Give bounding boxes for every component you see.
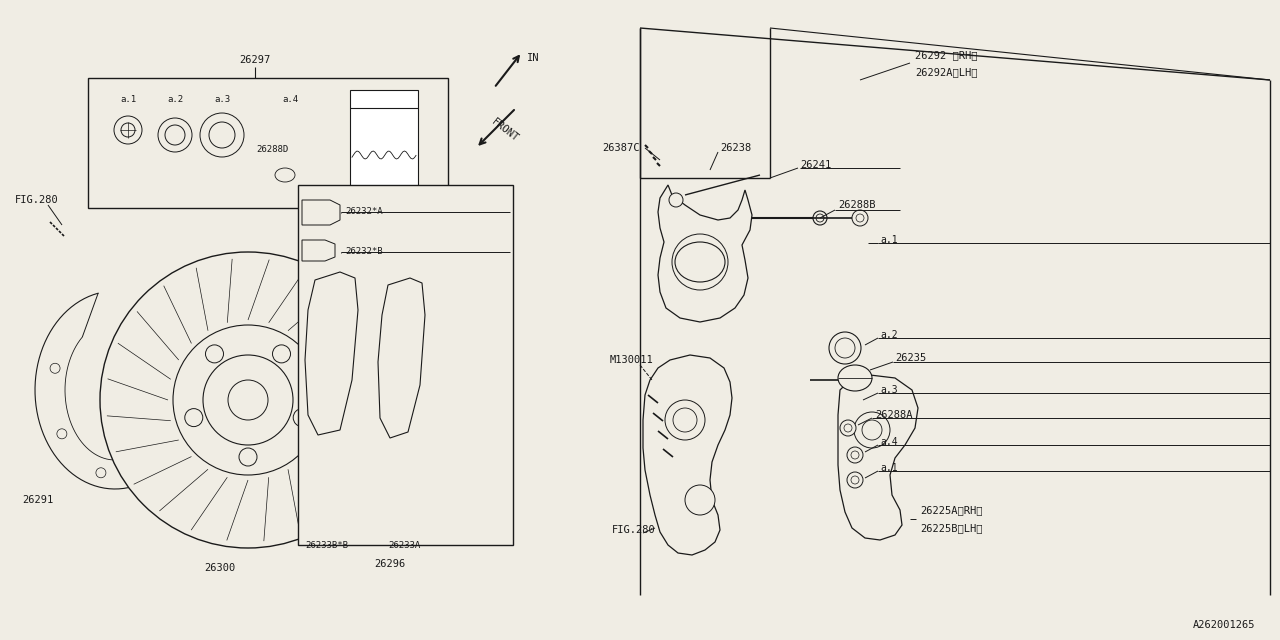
Polygon shape — [305, 272, 358, 435]
Circle shape — [100, 252, 396, 548]
Polygon shape — [302, 200, 340, 225]
Text: 26297: 26297 — [239, 55, 270, 65]
Ellipse shape — [838, 365, 872, 391]
Circle shape — [844, 424, 852, 432]
Text: 26238: 26238 — [719, 143, 751, 153]
Circle shape — [143, 456, 154, 467]
Text: 26233B*B: 26233B*B — [305, 541, 348, 550]
Circle shape — [817, 214, 824, 222]
Text: 26288A: 26288A — [876, 410, 913, 420]
Text: IN: IN — [527, 53, 539, 63]
Circle shape — [854, 412, 890, 448]
Text: 26291: 26291 — [22, 495, 54, 505]
Text: M130011: M130011 — [611, 355, 654, 365]
Circle shape — [851, 476, 859, 484]
Ellipse shape — [675, 242, 724, 282]
Circle shape — [829, 332, 861, 364]
Circle shape — [157, 118, 192, 152]
Text: 26292A〈LH〉: 26292A〈LH〉 — [915, 67, 978, 77]
Text: a.1: a.1 — [881, 463, 897, 473]
Bar — [349, 90, 419, 195]
Circle shape — [165, 125, 186, 145]
Circle shape — [840, 420, 856, 436]
Circle shape — [856, 376, 864, 384]
Circle shape — [666, 400, 705, 440]
Circle shape — [851, 451, 859, 459]
Text: a.4: a.4 — [282, 95, 298, 104]
Circle shape — [852, 210, 868, 226]
Circle shape — [239, 448, 257, 466]
Polygon shape — [302, 240, 335, 261]
Text: a.3: a.3 — [214, 95, 230, 104]
Circle shape — [293, 408, 311, 427]
Text: a.1: a.1 — [881, 235, 897, 245]
Text: 26300: 26300 — [205, 563, 236, 573]
Text: A262001265: A262001265 — [1193, 620, 1254, 630]
Circle shape — [56, 429, 67, 439]
Circle shape — [835, 338, 855, 358]
Circle shape — [228, 380, 268, 420]
Circle shape — [852, 372, 868, 388]
Text: FIG.280: FIG.280 — [612, 525, 655, 535]
Circle shape — [200, 113, 244, 157]
Circle shape — [173, 325, 323, 475]
Text: 26292 〈RH〉: 26292 〈RH〉 — [915, 50, 978, 60]
Circle shape — [50, 364, 60, 373]
Bar — [298, 185, 513, 545]
Text: 26233A: 26233A — [388, 541, 420, 550]
Text: 26296: 26296 — [374, 559, 406, 569]
Polygon shape — [643, 355, 732, 555]
Text: a.4: a.4 — [881, 437, 897, 447]
Circle shape — [861, 420, 882, 440]
Text: 26235: 26235 — [895, 353, 927, 363]
Circle shape — [673, 408, 698, 432]
Text: 26225B〈LH〉: 26225B〈LH〉 — [920, 523, 983, 533]
Circle shape — [847, 447, 863, 463]
Text: FRONT: FRONT — [490, 116, 521, 143]
Circle shape — [682, 244, 718, 280]
Text: 26288D: 26288D — [256, 145, 288, 154]
Circle shape — [685, 485, 716, 515]
Polygon shape — [838, 375, 918, 540]
Ellipse shape — [275, 168, 294, 182]
Bar — [88, 78, 448, 208]
Circle shape — [847, 472, 863, 488]
Circle shape — [96, 468, 106, 478]
Polygon shape — [378, 278, 425, 438]
Text: 26232*A: 26232*A — [346, 207, 383, 216]
Circle shape — [813, 211, 827, 225]
Circle shape — [669, 193, 684, 207]
Circle shape — [672, 234, 728, 290]
Polygon shape — [658, 185, 753, 322]
Text: 26241: 26241 — [800, 160, 831, 170]
Text: a.2: a.2 — [881, 330, 897, 340]
Text: a.2: a.2 — [166, 95, 183, 104]
Circle shape — [122, 123, 134, 137]
Circle shape — [273, 345, 291, 363]
Circle shape — [204, 355, 293, 445]
Text: 26387C: 26387C — [603, 143, 640, 153]
Circle shape — [114, 116, 142, 144]
Circle shape — [184, 408, 202, 427]
Text: 26232*B: 26232*B — [346, 248, 383, 257]
Circle shape — [206, 345, 224, 363]
Text: 26225A〈RH〉: 26225A〈RH〉 — [920, 505, 983, 515]
Text: a.3: a.3 — [881, 385, 897, 395]
Text: FIG.280: FIG.280 — [15, 195, 59, 205]
Circle shape — [209, 122, 236, 148]
Text: 26288B: 26288B — [838, 200, 876, 210]
Circle shape — [856, 214, 864, 222]
Text: a.1: a.1 — [120, 95, 136, 104]
